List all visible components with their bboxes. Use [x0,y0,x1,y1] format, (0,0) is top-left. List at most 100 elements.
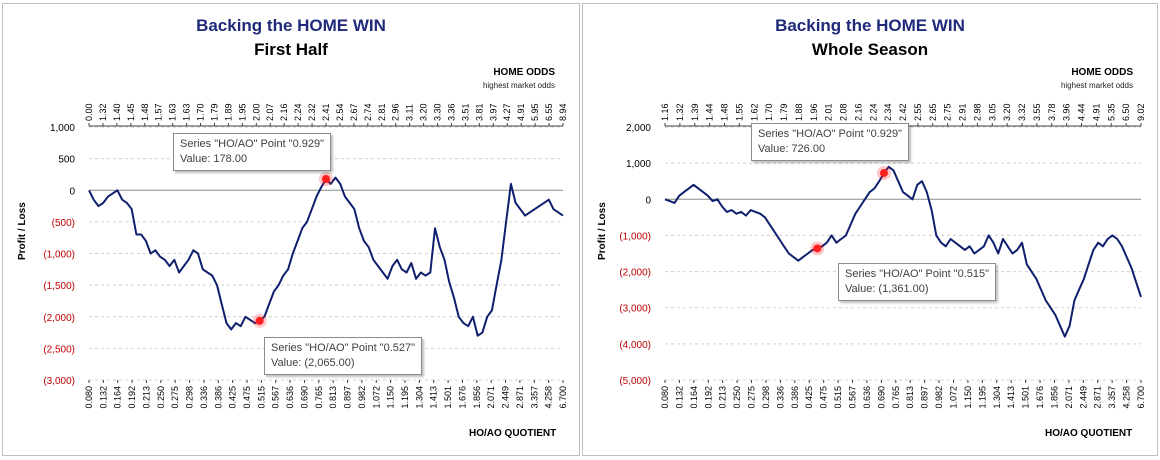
bottom-tick-label: 1.195 [977,386,987,409]
bottom-tick-label: 0.690 [876,386,886,409]
highlight-point [813,244,822,253]
chart-plot-whole-season: 2,000 1,000 0 (1,000) (2,000) (3,000) (4,000) (… [619,103,1146,409]
bottom-tick-label: 2.449 [1078,386,1088,409]
top-tick-label: 3.81 [474,103,484,121]
bottom-tick-label: 0.386 [790,386,800,409]
bottom-tick-label: 2.449 [501,386,511,409]
bottom-tick-label: 0.475 [819,386,829,409]
top-tick-label: 1.32 [675,103,685,121]
top-tick-label: 1.48 [720,103,730,121]
bottom-tick-label: 0.897 [920,386,930,409]
callout-value: Value: 726.00 [758,143,826,155]
top-tick-label: 2.91 [958,103,968,121]
bottom-tick-label: 1.195 [400,386,410,409]
top-tick-label: 4.91 [516,103,526,121]
bottom-tick-label: 4.258 [544,386,554,409]
y-tick-label: 0 [645,195,651,206]
bottom-tick-label: 0.298 [761,386,771,409]
bottom-tick-label: 0.475 [242,386,252,409]
bottom-tick-label: 1.501 [1021,386,1031,409]
bottom-tick-label: 0.982 [934,386,944,409]
top-tick-label: 3.51 [460,103,470,121]
highlight-point [255,316,264,325]
top-tick-label: 3.30 [433,103,443,121]
top-tick-label: 4.91 [1091,103,1101,121]
chart-panel-whole-season: 2,000 1,000 0 (1,000) (2,000) (3,000) (4,000) (… [582,3,1158,456]
top-tick-label: 0.00 [84,103,94,121]
bottom-tick-label: 0.080 [84,386,94,409]
top-tick-label: 4.27 [502,103,512,121]
bottom-tick-label: 1.413 [1006,386,1016,409]
bottom-tick-label: 0.213 [141,386,151,409]
top-tick-label: 3.20 [419,103,429,121]
data-callout-trough: Series "HO/AO" Point "0.515" Value: (1,3… [838,263,997,301]
top-tick-label: 3.96 [1062,103,1072,121]
bottom-tick-label: 0.386 [213,386,223,409]
bottom-tick-label: 2.871 [1093,386,1103,409]
bottom-tick-label: 0.515 [256,386,266,409]
bottom-tick-label: 4.258 [1122,386,1132,409]
top-tick-label: 2.55 [913,103,923,121]
y-tick-label: (5,000) [619,376,651,387]
bottom-tick-label: 0.425 [804,386,814,409]
y-tick-label: 2,000 [626,123,651,134]
y-tick-label: (3,000) [619,304,651,315]
x-axis-title: HO/AO QUOTIENT [469,428,557,439]
chart-title: Backing the HOME WIN [196,16,386,35]
top-tick-label: 9.02 [1136,103,1146,121]
top-tick-label: 2.96 [391,103,401,121]
top-tick-label: 2.00 [251,103,261,121]
bottom-tick-label: 0.164 [113,386,123,409]
bottom-tick-label: 1.676 [1035,386,1045,409]
bottom-tick-label: 1.413 [429,386,439,409]
highlight-point [322,174,330,183]
bottom-tick-label: 0.567 [848,386,858,409]
chart-subtitle: First Half [254,40,328,59]
bottom-tick-label: 1.856 [472,386,482,409]
top-tick-label: 1.79 [209,103,219,121]
bottom-tick-label: 1.676 [457,386,467,409]
bottom-tick-label: 3.357 [529,386,539,409]
top-tick-label: 2.75 [943,103,953,121]
y-tick-label: 0 [69,186,75,197]
bottom-tick-label: 1.150 [386,386,396,409]
top-tick-label: 1.79 [779,103,789,121]
top-tick-label: 2.24 [293,103,303,121]
top-tick-label: 1.70 [196,103,206,121]
data-callout-peak: Series "HO/AO" Point "0.929" Value: 726.… [751,123,910,161]
bottom-tick-label: 0.080 [660,386,670,409]
bottom-tick-label: 0.213 [718,386,728,409]
bottom-tick-label: 1.856 [1049,386,1059,409]
bottom-tick-label: 0.897 [343,386,353,409]
bottom-tick-label: 6.700 [558,386,568,409]
y-tick-label: (2,500) [43,344,75,355]
top-tick-label: 3.78 [1047,103,1057,121]
series-line-ho-ao [664,165,1142,338]
bottom-tick-label: 0.298 [185,386,195,409]
bottom-tick-label: 6.700 [1136,386,1146,409]
bottom-tick-label: 0.690 [299,386,309,409]
top-tick-label: 2.16 [279,103,289,121]
bottom-tick-label: 0.813 [905,386,915,409]
y-axis-title: Profit / Loss [17,202,28,260]
y-tick-label: 1,000 [626,159,651,170]
top-tick-label: 3.97 [488,103,498,121]
top-axis-title: HOME ODDS [493,67,555,78]
top-tick-label: 1.32 [98,103,108,121]
y-tick-label: (1,000) [619,231,651,242]
top-tick-label: 1.45 [126,103,136,121]
callout-value: Value: 178.00 [180,153,248,165]
y-tick-label: (3,000) [43,376,75,387]
data-callout-trough: Series "HO/AO" Point "0.527" Value: (2,0… [264,337,423,375]
top-tick-label: 6.50 [1121,103,1131,121]
top-tick-label: 1.63 [182,103,192,121]
top-tick-label: 2.74 [363,103,373,121]
chart-subtitle: Whole Season [811,40,929,59]
top-tick-label: 8.94 [558,103,568,121]
highlight-point [879,169,888,178]
bottom-tick-label: 0.336 [775,386,785,409]
callout-series-label: Series "HO/AO" Point "0.929" [758,128,903,140]
top-tick-label: 1.96 [809,103,819,121]
top-tick-label: 3.11 [405,104,415,121]
bottom-tick-label: 0.982 [357,386,367,409]
